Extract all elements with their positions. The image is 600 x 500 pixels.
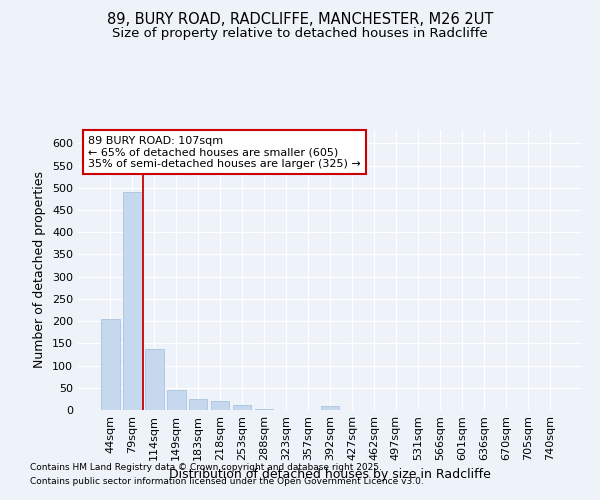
Text: 89, BURY ROAD, RADCLIFFE, MANCHESTER, M26 2UT: 89, BURY ROAD, RADCLIFFE, MANCHESTER, M2… bbox=[107, 12, 493, 28]
X-axis label: Distribution of detached houses by size in Radcliffe: Distribution of detached houses by size … bbox=[169, 468, 491, 481]
Bar bbox=[233, 404, 251, 410]
Bar bbox=[167, 390, 185, 410]
Bar bbox=[255, 409, 274, 410]
Text: Size of property relative to detached houses in Radcliffe: Size of property relative to detached ho… bbox=[112, 28, 488, 40]
Y-axis label: Number of detached properties: Number of detached properties bbox=[34, 172, 46, 368]
Bar bbox=[101, 319, 119, 410]
Bar bbox=[145, 348, 164, 410]
Bar bbox=[123, 192, 142, 410]
Bar bbox=[320, 406, 340, 410]
Text: 89 BURY ROAD: 107sqm
← 65% of detached houses are smaller (605)
35% of semi-deta: 89 BURY ROAD: 107sqm ← 65% of detached h… bbox=[88, 136, 361, 169]
Text: Contains HM Land Registry data © Crown copyright and database right 2025.: Contains HM Land Registry data © Crown c… bbox=[30, 464, 382, 472]
Bar bbox=[189, 400, 208, 410]
Text: Contains public sector information licensed under the Open Government Licence v3: Contains public sector information licen… bbox=[30, 477, 424, 486]
Bar bbox=[211, 401, 229, 410]
